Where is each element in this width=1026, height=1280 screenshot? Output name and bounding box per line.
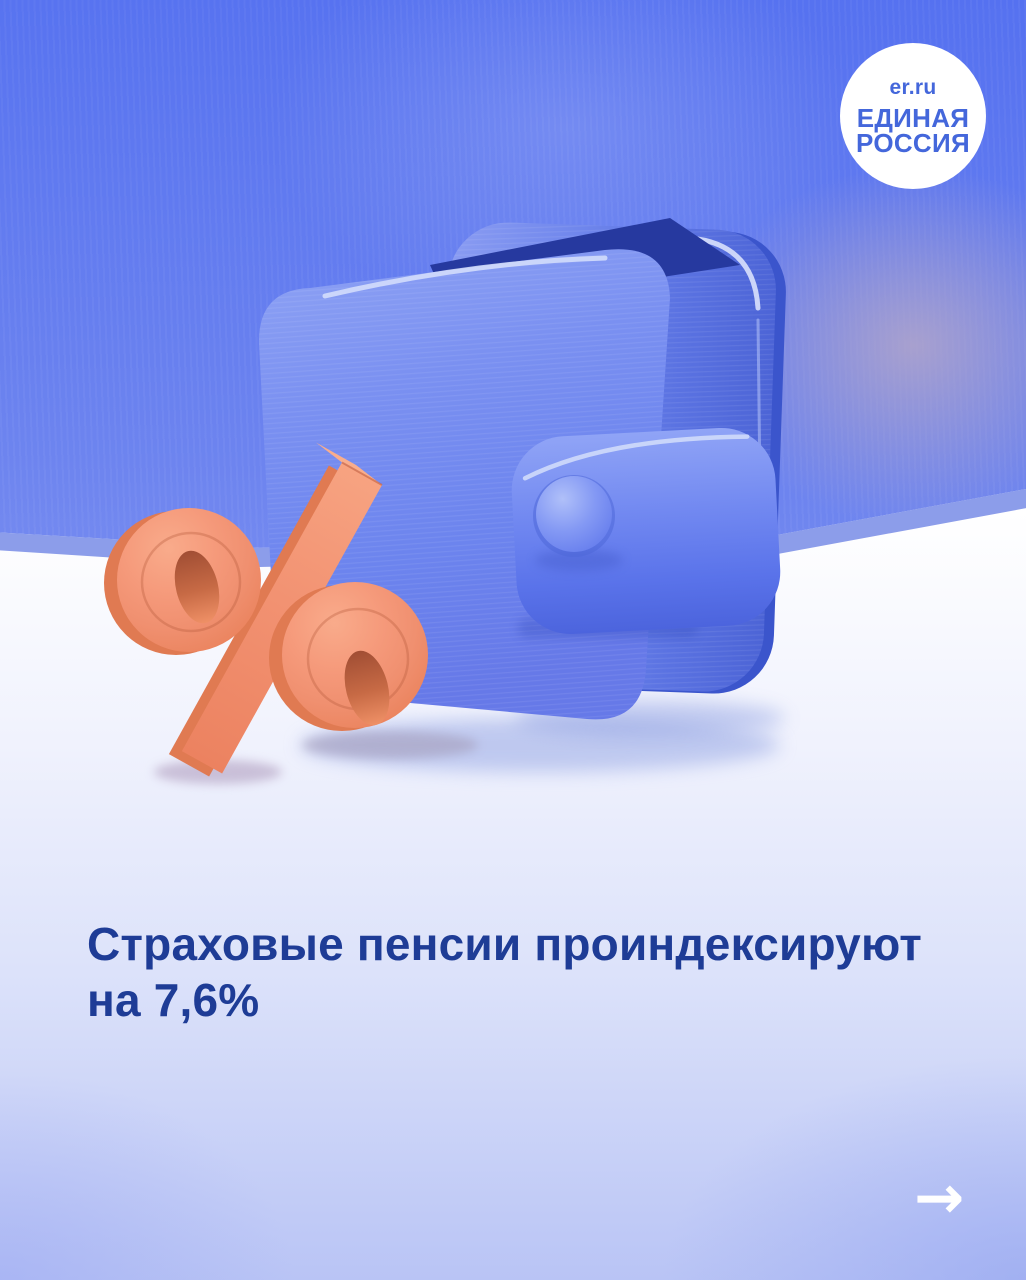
wallet-button xyxy=(533,475,623,571)
floor-shadows xyxy=(154,700,785,784)
headline-line1: Страховые пенсии проиндексируют xyxy=(87,918,923,970)
logo-party-line1: ЕДИНАЯ xyxy=(856,103,970,134)
headline-line2: на 7,6% xyxy=(87,974,260,1027)
percent-ring-bottom xyxy=(269,582,428,731)
er-logo-badge: er.ru ЕДИНАЯ РОССИЯ xyxy=(840,43,986,189)
percent-ring-top xyxy=(104,508,261,655)
wallet-percent-illustration xyxy=(104,218,786,784)
logo-site-label: er.ru xyxy=(889,76,937,100)
percent-3d-icon xyxy=(104,442,428,777)
logo-party-line2: РОССИЯ xyxy=(856,128,970,158)
arrow-right-icon: → xyxy=(914,1163,965,1233)
headline: Страховые пенсии проиндексируют на 7,6% xyxy=(87,916,987,1028)
